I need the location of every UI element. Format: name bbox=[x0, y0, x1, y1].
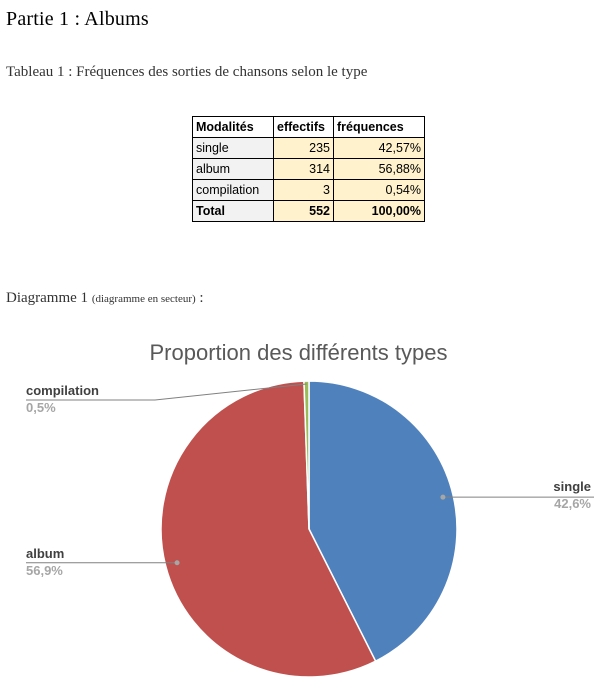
cell-effectif: 235 bbox=[273, 137, 334, 159]
table-total-row: Total 552 100,00% bbox=[192, 200, 425, 222]
label-single-percent: 42,6% bbox=[554, 496, 591, 511]
label-single: single 42,6% bbox=[553, 478, 591, 512]
cell-frequence: 56,88% bbox=[333, 158, 425, 180]
label-album: album 56,9% bbox=[26, 545, 64, 579]
header-frequences: fréquences bbox=[333, 116, 425, 138]
header-modalites: Modalités bbox=[192, 116, 274, 138]
table-row: single 235 42,57% bbox=[192, 137, 425, 159]
diagram-caption-small: (diagramme en secteur) bbox=[91, 293, 196, 305]
diagram-caption-suffix: : bbox=[195, 290, 204, 306]
label-compilation-percent: 0,5% bbox=[26, 400, 56, 415]
cell-total-effectif: 552 bbox=[273, 200, 334, 222]
cell-effectif: 3 bbox=[273, 179, 334, 201]
cell-total-frequence: 100,00% bbox=[333, 200, 425, 222]
cell-modalite: album bbox=[192, 158, 274, 180]
diagram-caption-main: Diagramme 1 bbox=[6, 290, 89, 306]
pie-slice-album bbox=[160, 380, 377, 678]
cell-modalite: compilation bbox=[192, 179, 274, 201]
table-caption: Tableau 1 : Fréquences des sorties de ch… bbox=[6, 64, 368, 80]
pie-slice-compilation bbox=[303, 380, 310, 530]
cell-frequence: 0,54% bbox=[333, 179, 425, 201]
leader-line-compilation bbox=[26, 383, 307, 401]
label-compilation-name: compilation bbox=[26, 383, 99, 398]
label-album-name: album bbox=[26, 546, 65, 561]
label-single-name: single bbox=[553, 479, 591, 494]
leader-dot-album bbox=[174, 560, 180, 566]
cell-frequence: 42,57% bbox=[333, 137, 425, 159]
page-heading: Partie 1 : Albums bbox=[6, 8, 149, 30]
table-row: compilation 3 0,54% bbox=[192, 179, 425, 201]
table-header-row: Modalités effectifs fréquences bbox=[192, 116, 425, 138]
label-compilation: compilation 0,5% bbox=[26, 382, 99, 416]
diagram-caption: Diagramme 1 (diagramme en secteur) : bbox=[6, 290, 204, 307]
frequency-table: Modalités effectifs fréquences single 23… bbox=[192, 116, 425, 222]
cell-total-label: Total bbox=[192, 200, 274, 222]
header-effectifs: effectifs bbox=[273, 116, 334, 138]
leader-dot-single bbox=[440, 494, 446, 500]
cell-effectif: 314 bbox=[273, 158, 334, 180]
chart-title: Proportion des différents types bbox=[149, 340, 448, 365]
pie-slice-single bbox=[308, 380, 458, 663]
table-row: album 314 56,88% bbox=[192, 158, 425, 180]
label-album-percent: 56,9% bbox=[26, 563, 63, 578]
